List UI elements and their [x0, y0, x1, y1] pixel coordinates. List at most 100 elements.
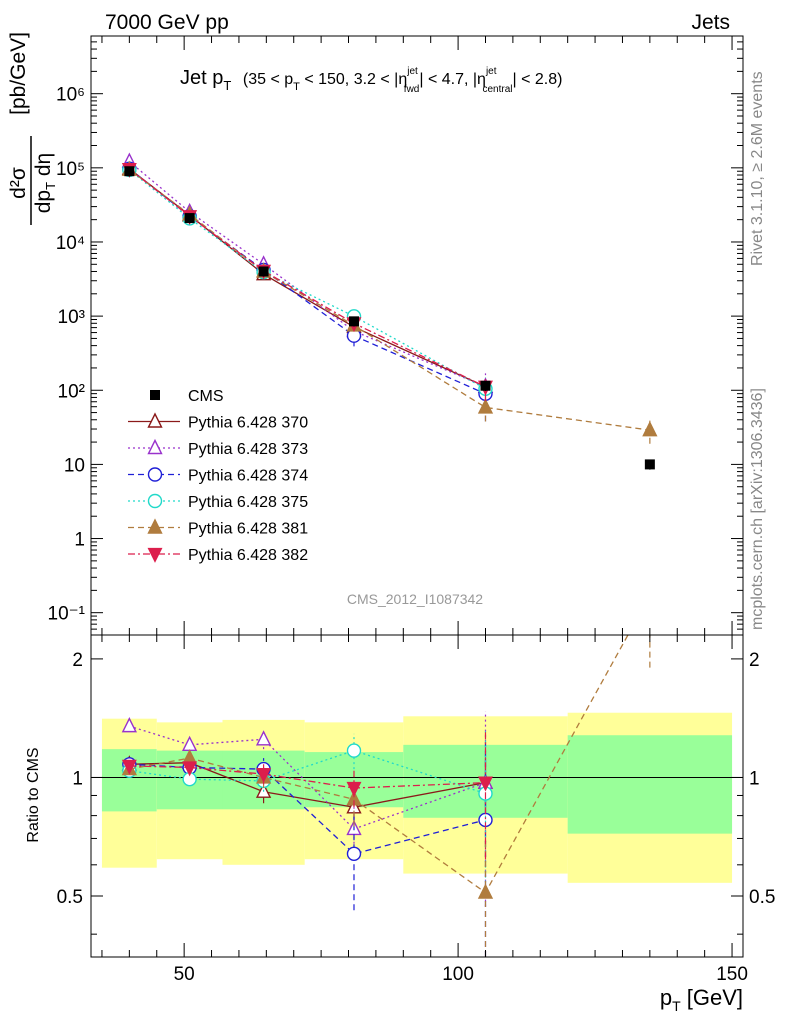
- main-panel: 10⁻¹ 1 10 10² 10³ 10⁴ 10⁵ 10⁶: [48, 35, 744, 636]
- plot-title-cut3: | < 4.7, |η: [419, 71, 486, 88]
- legend: CMS Pythia 6.428 370 Pythia 6.428 373 Pythi…: [128, 388, 308, 564]
- y-label-unit: [pb/GeV]: [7, 32, 30, 115]
- plot-title-cut-sub1: T: [293, 81, 300, 93]
- plot-title-cut2: < 150, 3.2 < |η: [300, 71, 407, 88]
- ratio-y-tick-label-right: 1: [749, 768, 760, 789]
- plot-title-cut-sub3: central: [483, 84, 513, 95]
- main-y-tick-label: 10⁴: [56, 233, 85, 254]
- x-label-unit: [GeV]: [681, 985, 743, 1010]
- plot-title-cut-sub2: fwd: [404, 84, 420, 95]
- y-label-denominator: dpT dη: [32, 153, 58, 214]
- x-label-main: p: [660, 985, 672, 1010]
- legend-marker-p382: [147, 547, 163, 563]
- ratio-y-tick-label-left: 2: [72, 650, 83, 671]
- ratio-point-p373: [255, 730, 272, 746]
- ratio-point-p381: [477, 883, 494, 899]
- main-line-p370: [128, 168, 486, 388]
- main-line-p375: [128, 169, 486, 390]
- x-label-sub: T: [672, 998, 681, 1014]
- watermark: CMS_2012_I1087342: [347, 591, 483, 607]
- mcplots-label: mcplots.cern.ch [arXiv:1306.3436]: [749, 388, 766, 630]
- legend-marker-cms: [150, 390, 160, 400]
- legend-label-p382: Pythia 6.428 382: [188, 547, 308, 564]
- band-inner-bin: [567, 735, 733, 834]
- legend-marker-p375: [147, 493, 163, 509]
- header-left: 7000 GeV pp: [105, 11, 229, 34]
- header-right: Jets: [691, 11, 730, 34]
- main-axis-ticks: 10⁻¹ 1 10 10² 10³ 10⁴ 10⁵ 10⁶: [48, 35, 743, 636]
- ratio-point-p382: [121, 759, 137, 775]
- cms-point: [124, 166, 135, 177]
- ratio-line-p375: [129, 749, 486, 795]
- legend-label-p373: Pythia 6.428 373: [188, 441, 308, 458]
- plot-title: Jet pT (35 < pT < 150, 3.2 < |ηjet fwd| <…: [180, 66, 562, 95]
- ratio-point-p375: [346, 743, 362, 758]
- ratio-series-layer: [121, 588, 656, 957]
- ratio-axis-ticks: 0.5 0.5 1 1 2 2 50 100 150: [57, 635, 775, 985]
- plot-title-main-sub: T: [223, 78, 231, 93]
- y-label-den-sub: T: [43, 182, 58, 190]
- y-label-den-main: dp: [32, 190, 55, 213]
- legend-label-p370: Pythia 6.428 370: [188, 415, 308, 432]
- x-tick-label: 50: [174, 964, 195, 985]
- main-y-tick-label: 10³: [58, 307, 85, 328]
- plot-title-cut-sup1: jet: [406, 66, 418, 77]
- legend-label-p381: Pythia 6.428 381: [188, 521, 308, 538]
- main-frame: [90, 35, 744, 636]
- cms-point: [644, 459, 655, 470]
- ratio-line-p373: [129, 725, 486, 830]
- main-y-tick-label: 1: [74, 530, 85, 551]
- main-y-tick-label: 10²: [58, 381, 85, 402]
- legend-marker-p373: [147, 438, 163, 455]
- y-label-numerator: d²σ: [7, 167, 30, 199]
- cms-point: [184, 213, 195, 224]
- x-axis-label: pT [GeV]: [660, 985, 743, 1014]
- ratio-point-p374: [346, 846, 362, 861]
- main-y-tick-label: 10: [64, 455, 85, 476]
- ratio-axis-label: Ratio to CMS: [25, 747, 42, 842]
- legend-label-p374: Pythia 6.428 374: [188, 468, 308, 485]
- legend-marker-p374: [147, 467, 163, 482]
- main-series-layer: [121, 152, 658, 470]
- main-y-tick-label: 10⁶: [56, 85, 85, 106]
- plot-title-cut: (35 < p: [243, 71, 293, 88]
- x-tick-label: 100: [442, 964, 474, 985]
- y-label-den-tail: dη: [32, 153, 55, 182]
- ratio-line-p381: [129, 635, 629, 894]
- legend-marker-p370: [147, 412, 163, 428]
- plot-title-cut-sup2: jet: [485, 66, 497, 77]
- plot-title-cut4: | < 2.8): [513, 71, 563, 88]
- main-line-p374: [128, 168, 486, 395]
- ratio-point-p382: [256, 767, 272, 783]
- ratio-y-tick-label-right: 2: [749, 650, 760, 671]
- y-axis-label: d²σ dpT dη [pb/GeV]: [7, 32, 58, 225]
- ratio-y-tick-label-left: 1: [72, 768, 83, 789]
- main-line-p382: [128, 168, 486, 388]
- ratio-panel: 0.5 0.5 1 1 2 2 50 100 150: [57, 588, 775, 985]
- ratio-point-p382: [346, 781, 362, 797]
- rivet-label: Rivet 3.1.10, ≥ 2.6M events: [749, 71, 766, 266]
- cms-point: [480, 380, 491, 391]
- ratio-y-tick-label-right: 0.5: [749, 887, 775, 908]
- ratio-frame: [90, 634, 744, 958]
- cms-point: [258, 266, 269, 277]
- plot-title-main: Jet p: [180, 67, 223, 89]
- main-point-p381: [477, 398, 494, 414]
- ratio-y-tick-label-left: 0.5: [57, 887, 83, 908]
- main-line-p381: [128, 169, 650, 431]
- ratio-point-p373: [121, 717, 137, 733]
- legend-marker-p381: [147, 518, 163, 534]
- legend-label-p375: Pythia 6.428 375: [188, 494, 308, 511]
- legend-label-cms: CMS: [188, 388, 224, 405]
- main-y-tick-label: 10⁻¹: [48, 604, 86, 625]
- cms-point: [348, 316, 359, 327]
- ratio-point-p382: [182, 761, 198, 777]
- ratio-point-p382: [478, 776, 493, 792]
- main-y-tick-label: 10⁵: [56, 159, 85, 180]
- main-point-p381: [642, 421, 658, 437]
- ratio-point-p381: [643, 588, 656, 601]
- main-line-p373: [128, 161, 486, 388]
- ratio-line-p382: [129, 765, 486, 789]
- x-tick-label: 150: [716, 964, 748, 985]
